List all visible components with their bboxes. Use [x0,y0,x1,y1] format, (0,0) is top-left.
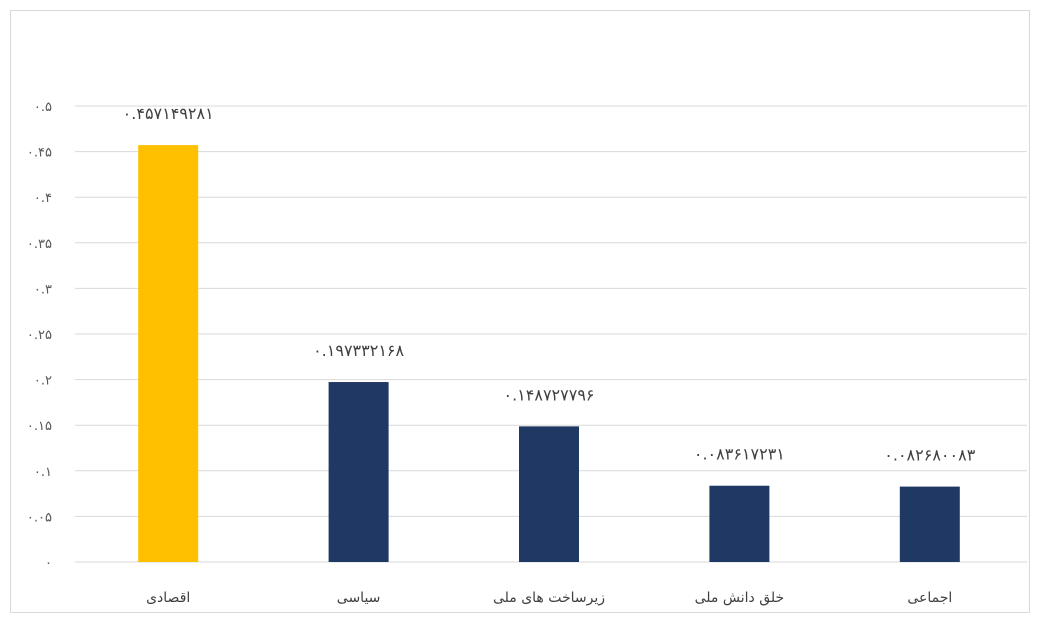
category-label: سیاسی [337,590,381,606]
y-tick-label: ۰.۲ [34,374,52,389]
category-label: خلق دانش ملی [695,590,785,606]
gridlines [75,105,1027,563]
bar [328,382,389,562]
category-label: اقصادی [146,590,190,606]
y-tick-label: ۰.۴۵ [27,146,52,161]
y-tick-label: ۰ [45,556,52,571]
y-tick-label: ۰.۴ [34,191,52,206]
bar [899,486,960,562]
y-tick-label: ۰.۳ [34,282,52,297]
y-tick-label: ۰.۲۵ [27,328,52,343]
data-label: ۰.۴۵۷۱۴۹۲۸۱ [123,104,214,123]
y-axis-ticks: ۰ ۰.۰۵ ۰.۱ ۰.۱۵ ۰.۲ ۰.۲۵ ۰.۳ ۰.۳۵ ۰.۴ ۰.۴۵ ۰.۵ [27,100,52,571]
y-tick-label: ۰.۵ [34,100,52,115]
y-tick-label: ۰.۱ [34,465,52,480]
x-axis-categories: اقصادی سیاسی زیرساخت های ملی خلق دانش ملی اج… [146,590,952,606]
bar [519,426,579,562]
data-label: ۰.۱۹۷۳۳۲۱۶۸ [313,341,404,360]
data-labels: ۰.۴۵۷۱۴۹۲۸۱ ۰.۱۹۷۳۳۲۱۶۸ ۰.۱۴۸۷۲۷۷۹۶ ۰.۰۸۳۶۱… [123,104,976,465]
y-tick-label: ۰.۰۵ [27,510,52,525]
category-label: زیرساخت های ملی [493,590,605,606]
data-label: ۰.۱۴۸۷۲۷۷۹۶ [503,385,594,404]
bars [138,145,960,563]
data-label: ۰.۰۸۳۶۱۷۲۳۱ [694,445,785,464]
y-tick-label: ۰.۱۵ [27,419,52,434]
data-label: ۰.۰۸۲۶۸۰۰۸۳ [884,446,975,465]
bar [138,145,199,563]
y-tick-label: ۰.۳۵ [27,237,52,252]
category-label: اجماعی [907,590,952,606]
bar [709,485,770,562]
